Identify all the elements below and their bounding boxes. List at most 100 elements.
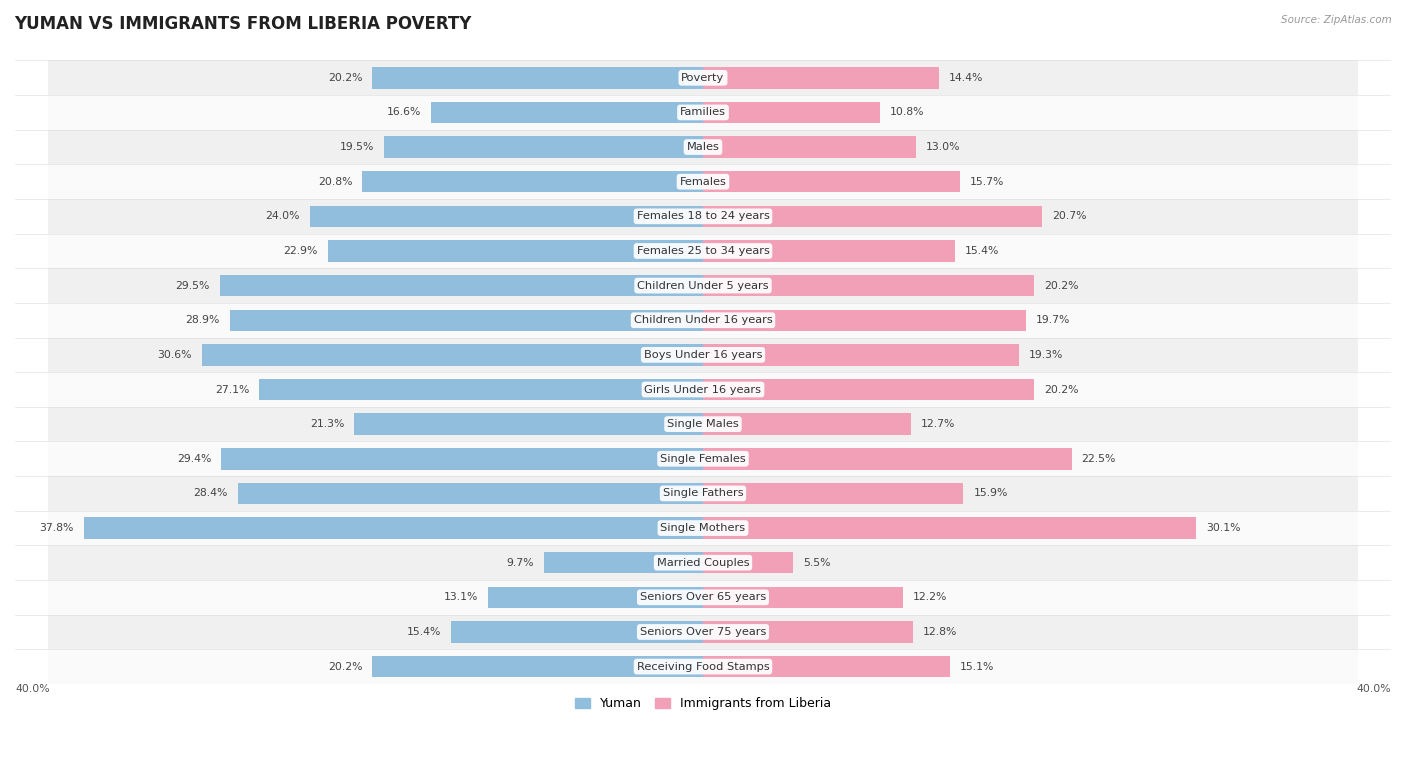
Text: 15.1%: 15.1% [960, 662, 994, 672]
Bar [219, 275, 703, 296]
Bar [488, 587, 703, 608]
Bar [48, 337, 1358, 372]
Bar [703, 171, 960, 193]
Bar [703, 240, 955, 262]
Text: Receiving Food Stamps: Receiving Food Stamps [637, 662, 769, 672]
Text: 15.4%: 15.4% [965, 246, 1000, 256]
Text: 40.0%: 40.0% [1357, 684, 1391, 694]
Bar [703, 379, 1033, 400]
Text: Single Males: Single Males [666, 419, 740, 429]
Text: 15.7%: 15.7% [970, 177, 1004, 186]
Text: 20.2%: 20.2% [328, 662, 363, 672]
Text: Seniors Over 65 years: Seniors Over 65 years [640, 592, 766, 603]
Bar [221, 448, 703, 469]
Bar [703, 552, 793, 573]
Bar [703, 102, 880, 123]
Text: 20.7%: 20.7% [1052, 211, 1087, 221]
Bar [703, 309, 1026, 331]
Bar [373, 656, 703, 678]
Text: Girls Under 16 years: Girls Under 16 years [644, 384, 762, 394]
Legend: Yuman, Immigrants from Liberia: Yuman, Immigrants from Liberia [571, 692, 835, 715]
Bar [48, 95, 1358, 130]
Text: 12.7%: 12.7% [921, 419, 955, 429]
Text: 13.1%: 13.1% [444, 592, 478, 603]
Bar [703, 67, 939, 89]
Text: 20.8%: 20.8% [318, 177, 353, 186]
Text: 37.8%: 37.8% [39, 523, 75, 533]
Bar [328, 240, 703, 262]
Text: 28.9%: 28.9% [186, 315, 219, 325]
Text: Females 18 to 24 years: Females 18 to 24 years [637, 211, 769, 221]
Text: 22.5%: 22.5% [1081, 454, 1116, 464]
Text: Females 25 to 34 years: Females 25 to 34 years [637, 246, 769, 256]
Bar [48, 407, 1358, 441]
Text: Boys Under 16 years: Boys Under 16 years [644, 350, 762, 360]
Bar [48, 615, 1358, 650]
Bar [48, 650, 1358, 684]
Bar [48, 268, 1358, 303]
Text: Single Females: Single Females [661, 454, 745, 464]
Bar [48, 130, 1358, 164]
Text: Females: Females [679, 177, 727, 186]
Bar [384, 136, 703, 158]
Bar [48, 303, 1358, 337]
Bar [48, 61, 1358, 95]
Text: 27.1%: 27.1% [215, 384, 249, 394]
Bar [703, 344, 1019, 365]
Bar [703, 205, 1042, 227]
Text: 9.7%: 9.7% [506, 558, 534, 568]
Bar [703, 413, 911, 435]
Text: Single Fathers: Single Fathers [662, 488, 744, 499]
Text: 20.2%: 20.2% [1043, 384, 1078, 394]
Text: YUMAN VS IMMIGRANTS FROM LIBERIA POVERTY: YUMAN VS IMMIGRANTS FROM LIBERIA POVERTY [14, 15, 471, 33]
Text: 30.6%: 30.6% [157, 350, 191, 360]
Bar [201, 344, 703, 365]
Bar [544, 552, 703, 573]
Text: Single Mothers: Single Mothers [661, 523, 745, 533]
Bar [703, 275, 1033, 296]
Bar [229, 309, 703, 331]
Bar [703, 622, 912, 643]
Text: 15.9%: 15.9% [973, 488, 1008, 499]
Bar [373, 67, 703, 89]
Bar [48, 199, 1358, 233]
Text: 19.3%: 19.3% [1029, 350, 1063, 360]
Text: Families: Families [681, 108, 725, 117]
Text: 20.2%: 20.2% [1043, 280, 1078, 290]
Bar [309, 205, 703, 227]
Text: 29.5%: 29.5% [176, 280, 209, 290]
Bar [48, 164, 1358, 199]
Bar [48, 511, 1358, 545]
Text: 12.8%: 12.8% [922, 627, 957, 637]
Text: 14.4%: 14.4% [949, 73, 983, 83]
Bar [703, 136, 915, 158]
Bar [703, 448, 1071, 469]
Text: Seniors Over 75 years: Seniors Over 75 years [640, 627, 766, 637]
Text: Children Under 5 years: Children Under 5 years [637, 280, 769, 290]
Bar [703, 483, 963, 504]
Text: Poverty: Poverty [682, 73, 724, 83]
Text: 40.0%: 40.0% [15, 684, 49, 694]
Bar [703, 656, 950, 678]
Text: 15.4%: 15.4% [406, 627, 441, 637]
Text: 28.4%: 28.4% [194, 488, 228, 499]
Text: Males: Males [686, 142, 720, 152]
Bar [363, 171, 703, 193]
Text: 19.7%: 19.7% [1036, 315, 1070, 325]
Text: 13.0%: 13.0% [925, 142, 960, 152]
Bar [354, 413, 703, 435]
Text: Married Couples: Married Couples [657, 558, 749, 568]
Text: 16.6%: 16.6% [387, 108, 422, 117]
Bar [48, 233, 1358, 268]
Text: 22.9%: 22.9% [284, 246, 318, 256]
Text: 12.2%: 12.2% [912, 592, 948, 603]
Text: Source: ZipAtlas.com: Source: ZipAtlas.com [1281, 15, 1392, 25]
Text: 29.4%: 29.4% [177, 454, 211, 464]
Bar [259, 379, 703, 400]
Bar [48, 545, 1358, 580]
Text: 30.1%: 30.1% [1206, 523, 1240, 533]
Bar [48, 580, 1358, 615]
Bar [48, 372, 1358, 407]
Text: Children Under 16 years: Children Under 16 years [634, 315, 772, 325]
Text: 19.5%: 19.5% [339, 142, 374, 152]
